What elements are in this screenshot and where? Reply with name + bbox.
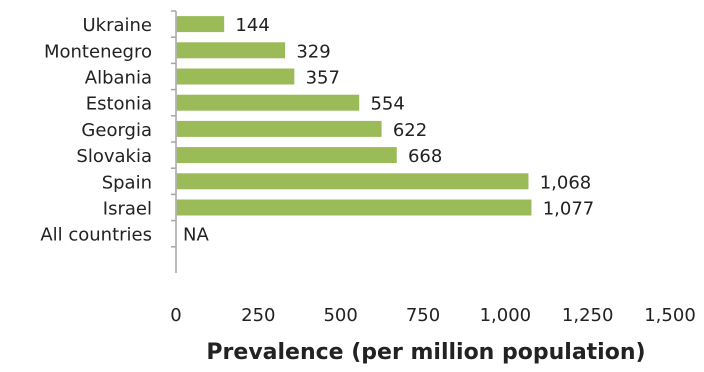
bars-group [176, 16, 532, 216]
data-label: 622 [393, 120, 427, 141]
bar [176, 120, 382, 137]
category-label: Georgia [81, 120, 152, 141]
category-label: Montenegro [44, 41, 152, 62]
bar [176, 68, 295, 85]
data-label: 329 [296, 41, 330, 62]
data-label: 1,068 [540, 172, 592, 193]
bar [176, 147, 397, 164]
category-label: Spain [102, 172, 152, 193]
data-label: 668 [408, 146, 442, 167]
x-tick-label: 750 [406, 305, 440, 326]
x-axis-title: Prevalence (per million population) [206, 340, 645, 365]
x-tick-label: 1,500 [644, 305, 696, 326]
x-tick-label: 1,250 [562, 305, 614, 326]
bar [176, 42, 286, 59]
data-label: 357 [306, 68, 340, 89]
data-label: 1,077 [543, 199, 595, 220]
category-label: Israel [103, 199, 152, 220]
x-tick-label: 0 [170, 305, 181, 326]
category-label: Slovakia [76, 146, 152, 167]
bar [176, 173, 529, 190]
x-tick-label: 1,000 [480, 305, 532, 326]
data-label: NA [183, 225, 209, 246]
category-label: Ukraine [82, 15, 152, 36]
category-label: Albania [85, 68, 152, 89]
labels-group: Ukraine 144 Montenegro 329 Albania 357 Estonia… [40, 15, 695, 326]
x-tick-label: 250 [241, 305, 275, 326]
category-label: All countries [40, 225, 152, 246]
bar [176, 16, 225, 33]
data-label: 144 [235, 15, 269, 36]
axes-group [171, 10, 177, 273]
bar [176, 94, 360, 111]
category-label: Estonia [86, 94, 152, 115]
x-tick-label: 500 [323, 305, 357, 326]
bar [176, 199, 532, 216]
data-label: 554 [370, 94, 404, 115]
